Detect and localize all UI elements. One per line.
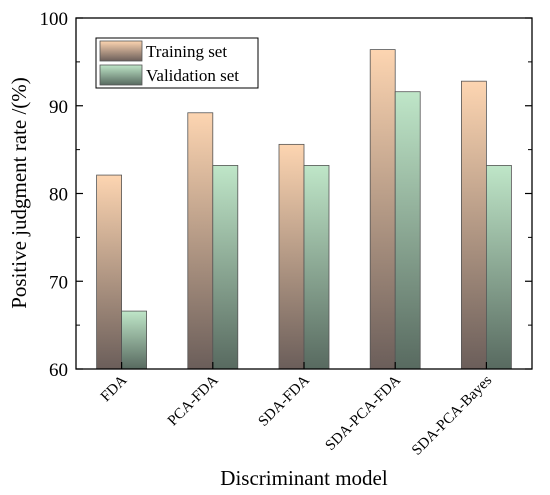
legend-swatch-validation	[99, 64, 143, 86]
y-tick-label: 100	[40, 9, 69, 30]
x-axis-title: Discriminant model	[220, 466, 388, 490]
bar-validation-sda-pca-fda	[394, 91, 421, 370]
bar-validation-fda	[121, 310, 147, 370]
bars-layer	[96, 49, 512, 370]
y-tick-label: 80	[49, 185, 68, 206]
legend-label-validation: Validation set	[146, 66, 239, 85]
bar-validation-pca-fda	[212, 165, 239, 370]
x-category-label: FDA	[98, 372, 131, 405]
legend-label-training: Training set	[146, 42, 227, 61]
bar-training-sda-fda	[278, 143, 305, 370]
x-category-label: PCA-FDA	[165, 372, 222, 429]
x-category-label: SDA-PCA-Bayes	[409, 372, 495, 458]
bar-training-sda-pca-fda	[369, 49, 396, 370]
x-category-label: SDA-PCA-FDA	[323, 372, 405, 454]
y-axis-title: Positive judgment rate /(%)	[7, 77, 31, 309]
y-tick-label: 70	[49, 272, 68, 293]
bar-training-sda-pca-bayes	[460, 80, 487, 370]
bar-validation-sda-pca-bayes	[485, 165, 512, 370]
legend-swatch-training	[99, 40, 143, 62]
y-tick-label: 60	[49, 360, 68, 381]
y-tick-label: 90	[49, 97, 68, 118]
x-category-label: SDA-FDA	[256, 372, 313, 429]
legend: Training set Validation set	[95, 37, 259, 89]
bar-training-pca-fda	[187, 112, 214, 370]
bar-training-fda	[96, 174, 122, 370]
bar-validation-sda-fda	[303, 165, 330, 370]
